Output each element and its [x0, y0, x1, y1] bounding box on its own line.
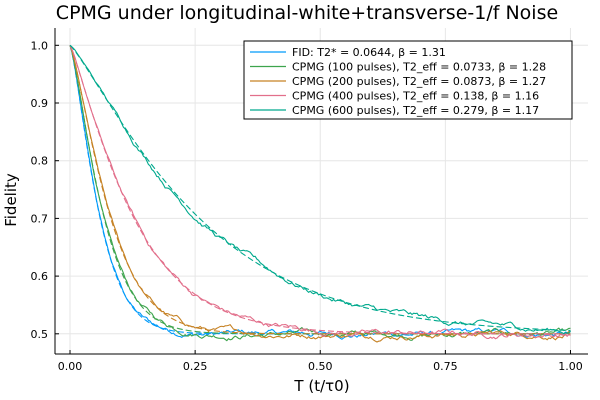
axes: [54, 28, 588, 355]
legend-label-4: CPMG (400 pulses), T2_eff = 0.138, β = 1…: [292, 90, 539, 103]
chart-title: CPMG under longitudinal-white+transverse…: [56, 2, 558, 24]
x-ticks: 0.00 0.25 0.50 0.75 1.00: [58, 350, 583, 373]
y-tick-label: 0.6: [31, 270, 49, 283]
x-tick-label: 0.25: [183, 360, 208, 373]
legend-label-1: FID: T2* = 0.0644, β = 1.31: [292, 46, 446, 59]
legend-box: [243, 40, 573, 120]
fit-line-4: [69, 45, 571, 335]
y-tick-label: 0.5: [31, 328, 49, 341]
legend-label-2: CPMG (100 pulses), T2_eff = 0.0733, β = …: [292, 61, 546, 74]
y-tick-label: 0.8: [31, 155, 49, 168]
fit-line-5: [69, 44, 571, 331]
y-tick-label: 0.9: [31, 97, 49, 110]
y-ticks: 0.5 0.6 0.7 0.8 0.9 1.0: [31, 39, 59, 341]
x-tick-label: 0.75: [433, 360, 458, 373]
legend-label-5: CPMG (600 pulses), T2_eff = 0.279, β = 1…: [292, 104, 539, 117]
series-line-3: [69, 45, 571, 343]
x-tick-label: 0.50: [308, 360, 333, 373]
fit-line-3: [69, 45, 571, 335]
y-tick-label: 0.7: [31, 212, 49, 225]
x-axis-label: T (t/τ0): [293, 377, 349, 395]
series-lines: [69, 44, 571, 343]
legend-label-3: CPMG (200 pulses), T2_eff = 0.0873, β = …: [292, 75, 546, 88]
x-tick-label: 1.00: [558, 360, 583, 373]
x-tick-label: 0.00: [58, 360, 83, 373]
legend: FID: T2* = 0.0644, β = 1.31 CPMG (100 pul…: [243, 40, 573, 120]
y-tick-label: 1.0: [31, 39, 49, 52]
y-axis-label: Fidelity: [2, 173, 20, 227]
series-line-4: [69, 45, 571, 340]
